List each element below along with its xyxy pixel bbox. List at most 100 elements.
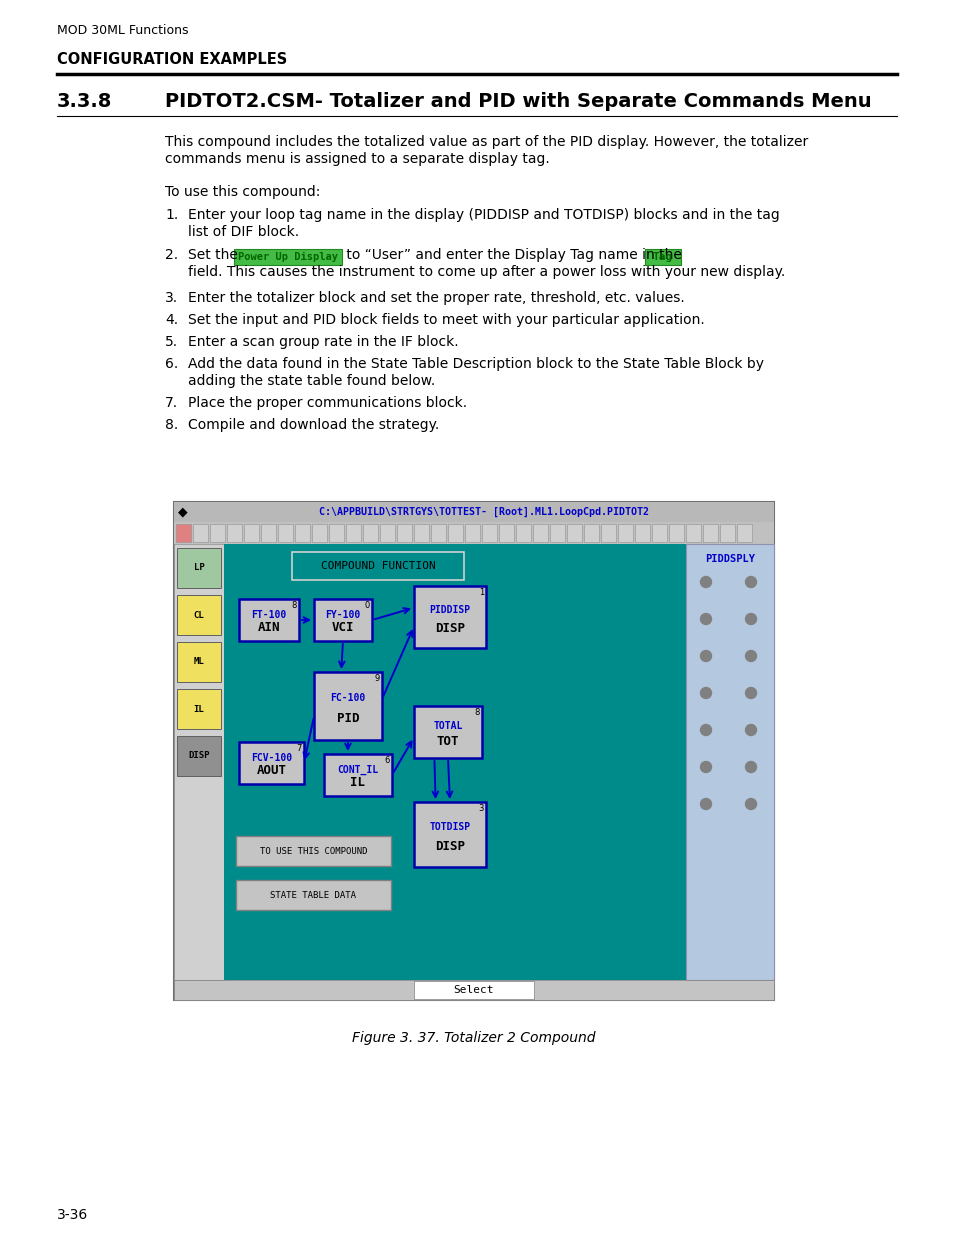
Text: PIDTOT2.CSM- Totalizer and PID with Separate Commands Menu: PIDTOT2.CSM- Totalizer and PID with Sepa…	[165, 91, 871, 111]
Bar	[235, 836, 391, 866]
Text: 8: 8	[475, 708, 479, 718]
Circle shape	[700, 614, 711, 625]
Text: 6: 6	[384, 756, 390, 764]
Bar	[292, 552, 463, 580]
Bar	[363, 524, 377, 542]
Bar	[173, 501, 773, 522]
Text: 4.: 4.	[165, 312, 178, 327]
Bar	[414, 802, 485, 867]
Text: 8.: 8.	[165, 417, 178, 432]
Text: IL: IL	[193, 704, 204, 714]
Text: 1.: 1.	[165, 207, 178, 222]
Text: VCI: VCI	[332, 621, 354, 634]
Bar	[235, 881, 391, 910]
Text: MOD 30ML Functions: MOD 30ML Functions	[57, 23, 189, 37]
Text: TO USE THIS COMPOUND: TO USE THIS COMPOUND	[259, 846, 367, 856]
Text: 9: 9	[375, 674, 379, 683]
Text: CONT_IL: CONT_IL	[337, 764, 378, 776]
Bar	[193, 524, 208, 542]
Circle shape	[700, 651, 711, 662]
Text: DISP: DISP	[435, 621, 464, 635]
Text: Enter a scan group rate in the IF block.: Enter a scan group rate in the IF block.	[188, 335, 458, 350]
Text: 3-36: 3-36	[57, 1208, 89, 1221]
Text: 6.: 6.	[165, 357, 178, 370]
Bar	[533, 524, 547, 542]
Text: 3: 3	[478, 804, 483, 813]
Text: TOTDISP: TOTDISP	[429, 821, 470, 831]
Text: 0: 0	[364, 601, 370, 610]
Bar	[685, 543, 773, 981]
Circle shape	[700, 688, 711, 699]
Bar	[173, 522, 773, 543]
Text: 7: 7	[296, 743, 302, 753]
Text: CL: CL	[193, 610, 204, 620]
Bar	[227, 524, 242, 542]
Circle shape	[700, 577, 711, 588]
Text: To use this compound:: To use this compound:	[165, 185, 320, 199]
Text: DISP: DISP	[435, 840, 464, 852]
Text: Set the: Set the	[188, 248, 242, 262]
Text: adding the state table found below.: adding the state table found below.	[188, 374, 435, 388]
Circle shape	[744, 725, 756, 736]
Text: TOT: TOT	[436, 735, 458, 748]
Text: CONFIGURATION EXAMPLES: CONFIGURATION EXAMPLES	[57, 52, 287, 67]
Text: 1: 1	[478, 588, 483, 597]
Bar	[324, 755, 392, 797]
Text: Set the input and PID block fields to meet with your particular application.: Set the input and PID block fields to me…	[188, 312, 704, 327]
Text: 8: 8	[292, 601, 296, 610]
Text: to “User” and enter the Display Tag name in the: to “User” and enter the Display Tag name…	[341, 248, 685, 262]
Bar	[702, 524, 718, 542]
Bar	[173, 981, 773, 1000]
Circle shape	[700, 725, 711, 736]
Text: Enter your loop tag name in the display (PIDDISP and TOTDISP) blocks and in the : Enter your loop tag name in the display …	[188, 207, 779, 222]
Bar	[448, 524, 462, 542]
Text: 2.: 2.	[165, 248, 178, 262]
Bar	[261, 524, 275, 542]
Circle shape	[744, 799, 756, 809]
Bar	[644, 249, 680, 266]
Bar	[210, 524, 225, 542]
Text: 3.3.8: 3.3.8	[57, 91, 112, 111]
Bar	[396, 524, 412, 542]
Bar	[414, 981, 534, 999]
Text: DISP: DISP	[188, 752, 210, 761]
Bar	[498, 524, 514, 542]
Bar	[651, 524, 666, 542]
Bar	[233, 249, 341, 266]
Bar	[414, 524, 429, 542]
Bar	[720, 524, 734, 542]
Bar	[177, 548, 221, 588]
Bar	[277, 524, 293, 542]
Text: Compile and download the strategy.: Compile and download the strategy.	[188, 417, 438, 432]
Bar	[239, 599, 298, 641]
Circle shape	[744, 688, 756, 699]
Bar	[244, 524, 258, 542]
Bar	[737, 524, 751, 542]
Text: COMPOUND FUNCTION: COMPOUND FUNCTION	[320, 561, 435, 571]
Text: PIDDSPLY: PIDDSPLY	[704, 555, 754, 564]
Bar	[314, 599, 372, 641]
Bar	[618, 524, 633, 542]
Text: 7.: 7.	[165, 396, 178, 410]
Text: STATE TABLE DATA: STATE TABLE DATA	[271, 890, 356, 899]
Text: list of DIF block.: list of DIF block.	[188, 225, 299, 240]
Bar	[177, 736, 221, 776]
Text: Power Up Display: Power Up Display	[237, 252, 337, 262]
Text: Place the proper communications block.: Place the proper communications block.	[188, 396, 467, 410]
Text: C:\APPBUILD\STRTGYS\TOTTEST- [Root].ML1.LoopCpd.PIDTOT2: C:\APPBUILD\STRTGYS\TOTTEST- [Root].ML1.…	[318, 506, 648, 517]
Bar	[312, 524, 327, 542]
Bar	[173, 543, 224, 981]
Bar	[481, 524, 497, 542]
Circle shape	[700, 762, 711, 773]
Circle shape	[744, 577, 756, 588]
Bar	[566, 524, 581, 542]
Bar	[414, 706, 481, 758]
Bar	[224, 543, 773, 981]
Text: Select: Select	[454, 986, 494, 995]
Text: ◆: ◆	[178, 505, 188, 519]
Bar	[668, 524, 683, 542]
Bar	[379, 524, 395, 542]
Bar	[600, 524, 616, 542]
Bar	[314, 672, 381, 740]
Text: Tag: Tag	[652, 252, 673, 262]
